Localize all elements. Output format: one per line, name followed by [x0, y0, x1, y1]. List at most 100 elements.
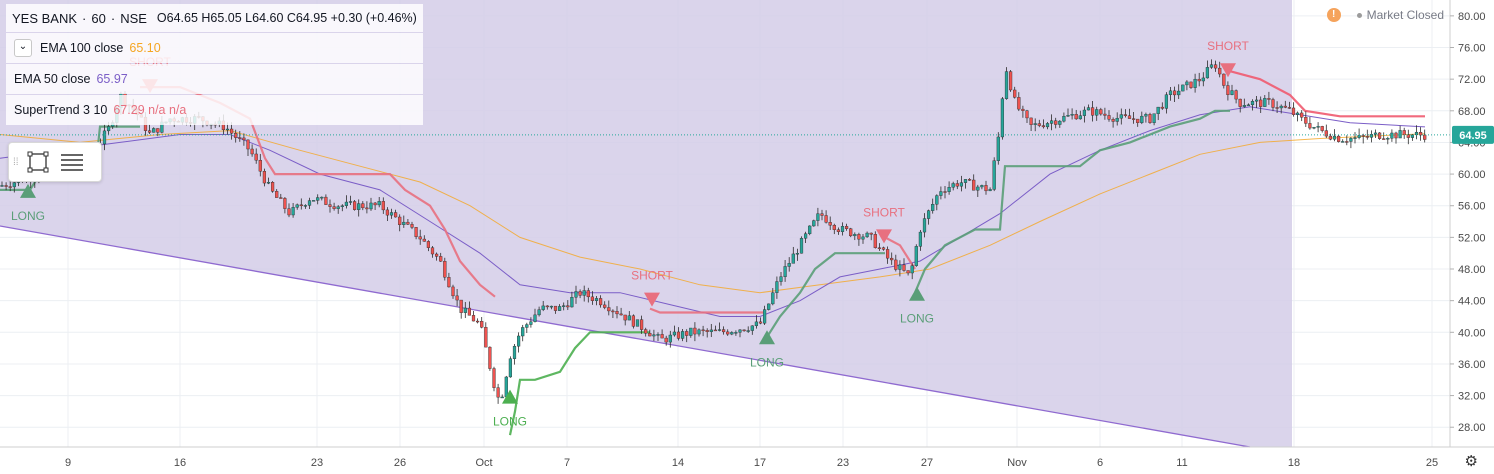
- line-settings-icon[interactable]: [55, 147, 89, 177]
- candle-body: [857, 234, 861, 240]
- candle-body: [1406, 134, 1410, 138]
- candle-body: [1369, 134, 1373, 138]
- candle-body: [558, 306, 562, 311]
- drawing-toolbox[interactable]: ⁞⁞: [8, 142, 102, 182]
- indicator-ema50[interactable]: EMA 50 close 65.97: [6, 64, 423, 94]
- candle-body: [303, 205, 307, 207]
- candle-body: [918, 231, 922, 247]
- supertrend-segment: [913, 109, 1230, 294]
- candle-body: [435, 253, 439, 257]
- market-status[interactable]: ! Market Closed: [1326, 8, 1444, 22]
- candle-body: [742, 329, 746, 332]
- ema-50-line: [0, 106, 1426, 317]
- indicator-value: 65.10: [129, 41, 161, 55]
- candle-body: [1320, 126, 1324, 131]
- interval[interactable]: 60: [91, 10, 106, 26]
- candle-body: [1218, 67, 1222, 75]
- indicator-supertrend[interactable]: SuperTrend 3 10 67.29 n/a n/a: [6, 95, 423, 125]
- candle-body: [877, 247, 881, 249]
- candle-body: [1004, 71, 1009, 99]
- y-tick-label: 40.00: [1458, 327, 1486, 339]
- candle-body: [1009, 71, 1013, 91]
- candle-body: [1095, 109, 1099, 116]
- candle-body: [992, 160, 996, 190]
- candle-body: [1254, 99, 1259, 102]
- candle-body: [381, 201, 385, 211]
- candle-body: [955, 183, 959, 187]
- indicator-ema100[interactable]: ⌄ EMA 100 close 65.10: [6, 33, 423, 63]
- candle-body: [254, 153, 258, 161]
- candle-body: [697, 329, 701, 335]
- candle-body: [361, 203, 365, 209]
- status-dot-icon: [1356, 12, 1362, 18]
- candle-body: [1058, 120, 1062, 125]
- candle-body: [914, 246, 918, 266]
- candle-body: [1033, 123, 1037, 125]
- price-tag: 64.95: [1452, 125, 1494, 144]
- candle-body: [299, 204, 303, 207]
- candle-body: [1136, 118, 1140, 123]
- candle-body: [1402, 130, 1406, 135]
- candle-body: [8, 186, 12, 188]
- supertrend-segment: [1229, 70, 1425, 118]
- candle-body: [1283, 105, 1287, 108]
- candle-body: [496, 387, 500, 398]
- candle-body: [832, 224, 836, 230]
- x-tick-label: 23: [311, 457, 323, 469]
- candle-body: [1160, 106, 1164, 109]
- candle-body: [443, 261, 447, 278]
- candle-body: [459, 299, 463, 313]
- candle-body: [693, 327, 697, 335]
- x-tick-label: Nov: [1007, 457, 1027, 469]
- candle-body: [980, 185, 984, 188]
- candle-body: [234, 133, 238, 138]
- candle-body: [553, 305, 558, 311]
- candle-body: [828, 222, 832, 226]
- candle-body: [672, 331, 676, 336]
- y-tick-label: 80.00: [1458, 11, 1486, 23]
- y-tick-label: 68.00: [1458, 106, 1486, 118]
- candle-body: [480, 321, 484, 328]
- short-arrow-icon: [1220, 63, 1236, 78]
- gear-icon[interactable]: ⚙: [1464, 453, 1478, 470]
- candle-body: [1418, 131, 1423, 136]
- time-axis[interactable]: 9 16 23 26 Oct 7 14 17 23 27 Nov 6 11 18 25: [0, 446, 1494, 469]
- candle-body: [455, 295, 459, 301]
- candle-body: [972, 179, 976, 191]
- candle-body: [389, 212, 394, 216]
- candle-body: [648, 332, 652, 337]
- trend-line[interactable]: [0, 225, 1251, 448]
- collapse-chevron-icon[interactable]: ⌄: [14, 39, 32, 57]
- candle-body: [1267, 98, 1271, 100]
- rectangle-tool-icon[interactable]: [21, 147, 55, 177]
- candle-body: [562, 305, 566, 307]
- candle-body: [484, 327, 488, 348]
- candle-body: [414, 227, 418, 237]
- candle-body: [959, 182, 963, 187]
- candle-body: [328, 204, 332, 207]
- y-tick-label: 72.00: [1458, 74, 1486, 86]
- candle-body: [845, 226, 849, 229]
- price-axis[interactable]: 80.0076.0072.0068.0064.0060.0056.0052.00…: [1449, 0, 1494, 474]
- candle-body: [853, 234, 857, 237]
- x-tick-label: 9: [65, 457, 71, 469]
- candle-body: [1078, 115, 1082, 120]
- candle-body: [1066, 115, 1070, 117]
- candle-body: [365, 207, 369, 210]
- candle-body: [1287, 107, 1291, 109]
- candle-body: [422, 238, 426, 242]
- candle-body: [316, 197, 320, 201]
- warning-icon: !: [1326, 8, 1341, 22]
- drag-handle-icon[interactable]: ⁞⁞: [13, 156, 19, 168]
- candle-body: [1386, 138, 1390, 140]
- candle-body: [1193, 78, 1197, 88]
- candle-body: [406, 221, 410, 225]
- candle-body: [369, 202, 373, 210]
- x-tick-label: 7: [564, 457, 570, 469]
- candle-body: [1353, 137, 1357, 139]
- candle-body: [623, 314, 627, 321]
- candle-body: [738, 329, 742, 333]
- y-tick-label: 56.00: [1458, 201, 1486, 213]
- candle-body: [1181, 84, 1185, 92]
- candle-body: [102, 130, 107, 145]
